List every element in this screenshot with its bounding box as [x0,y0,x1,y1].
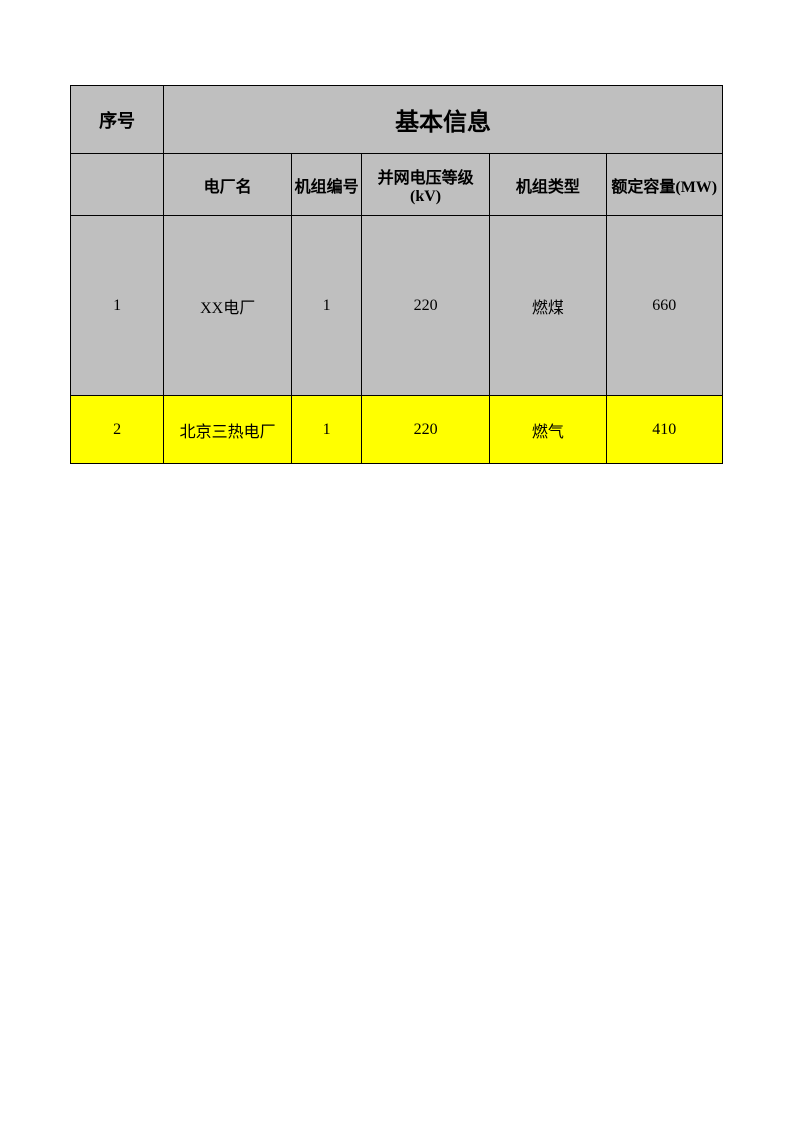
header-seq: 序号 [71,86,164,154]
cell-seq: 1 [71,216,164,396]
table-header-row-1: 序号 基本信息 [71,86,723,154]
cell-voltage-level: 220 [362,216,490,396]
table-header-row-2: 电厂名 机组编号 并网电压等级(kV) 机组类型 额定容量(MW) [71,154,723,216]
header-voltage-level: 并网电压等级(kV) [362,154,490,216]
cell-seq: 2 [71,396,164,464]
header-empty [71,154,164,216]
table-row: 1 XX电厂 1 220 燃煤 660 [71,216,723,396]
table-row: 2 北京三热电厂 1 220 燃气 410 [71,396,723,464]
header-main-title: 基本信息 [164,86,723,154]
header-rated-capacity: 额定容量(MW) [606,154,722,216]
cell-plant-name: 北京三热电厂 [164,396,292,464]
cell-voltage-level: 220 [362,396,490,464]
cell-unit-number: 1 [292,396,362,464]
cell-unit-number: 1 [292,216,362,396]
cell-rated-capacity: 410 [606,396,722,464]
cell-unit-type: 燃煤 [490,216,606,396]
header-unit-type: 机组类型 [490,154,606,216]
cell-rated-capacity: 660 [606,216,722,396]
cell-plant-name: XX电厂 [164,216,292,396]
header-plant-name: 电厂名 [164,154,292,216]
header-unit-number: 机组编号 [292,154,362,216]
cell-unit-type: 燃气 [490,396,606,464]
data-table: 序号 基本信息 电厂名 机组编号 并网电压等级(kV) 机组类型 额定容量(MW… [70,85,723,464]
